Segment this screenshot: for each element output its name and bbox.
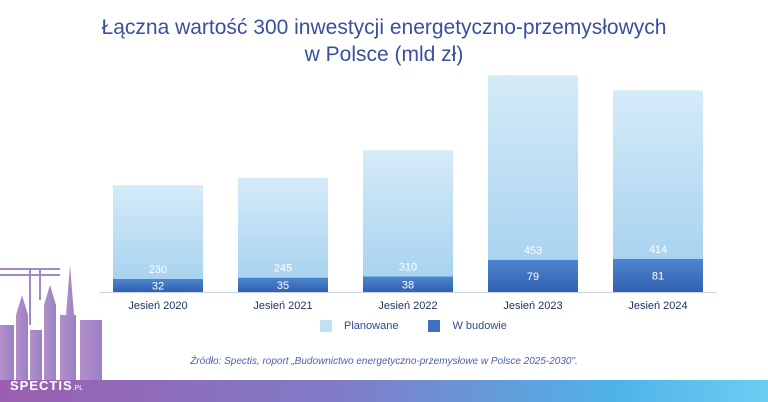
legend-item-planned: Planowane: [320, 320, 398, 332]
data-label-building: 32: [152, 280, 164, 292]
legend: Planowane W budowie: [320, 320, 507, 332]
data-label-planned: 414: [649, 244, 667, 256]
data-label-planned: 310: [399, 262, 417, 274]
data-label-building: 81: [652, 271, 664, 283]
city-skyline-illustration: [0, 265, 102, 385]
data-label-planned: 245: [274, 263, 292, 275]
logo-main: SPECTIS: [10, 378, 73, 393]
stacked-bar-chart: 230 32 Jesień 2020 245 35 Jesień 2021 310 38 Jes…: [99, 75, 717, 312]
bar-building: [238, 277, 328, 292]
x-tick-label: Jesień 2023: [503, 300, 562, 312]
chart-title-line1: Łączna wartość 300 inwestycji energetycz…: [101, 16, 667, 39]
chart-title: Łączna wartość 300 inwestycji energetycz…: [0, 14, 768, 68]
legend-label-planned: Planowane: [344, 320, 399, 332]
data-label-building: 38: [402, 279, 414, 291]
x-tick-label: Jesień 2020: [128, 300, 187, 312]
chart-title-line2: w Polsce (mld zł): [304, 43, 464, 66]
bar-planned: [238, 177, 328, 278]
bar-building: [613, 259, 703, 292]
legend-swatch-planned: [320, 320, 332, 332]
x-tick-label: Jesień 2024: [628, 300, 687, 312]
source-note: Źródło: Spectis, roport „Budownictwo ene…: [190, 356, 578, 367]
legend-swatch-building: [428, 320, 441, 332]
bar-planned: [113, 185, 203, 279]
bar-building: [113, 278, 203, 292]
data-label-building: 79: [527, 271, 539, 283]
x-tick-label: Jesień 2022: [378, 300, 437, 312]
bar-planned: [363, 150, 453, 277]
data-label-planned: 453: [524, 245, 542, 257]
legend-item-building: W budowie: [428, 320, 507, 332]
x-tick-label: Jesień 2021: [253, 300, 312, 312]
bar-planned: [613, 90, 703, 259]
spectis-logo: SPECTIS.PL: [10, 378, 83, 393]
bar-building: [363, 276, 453, 292]
legend-label-building: W budowie: [452, 320, 507, 332]
data-label-planned: 230: [149, 264, 167, 276]
data-label-building: 35: [277, 280, 289, 292]
logo-suffix: .PL: [72, 385, 84, 392]
footer-band: [0, 380, 768, 402]
bar-planned: [488, 75, 578, 260]
bar-building: [488, 259, 578, 292]
